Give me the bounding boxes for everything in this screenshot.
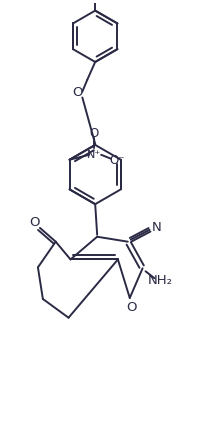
Text: N⁺: N⁺ [87,150,101,160]
Text: N: N [152,221,161,234]
Text: O: O [30,216,40,229]
Text: O: O [126,302,137,314]
Text: O: O [72,86,83,99]
Text: O⁻: O⁻ [109,154,125,167]
Text: O: O [90,127,99,140]
Text: NH₂: NH₂ [148,274,173,287]
